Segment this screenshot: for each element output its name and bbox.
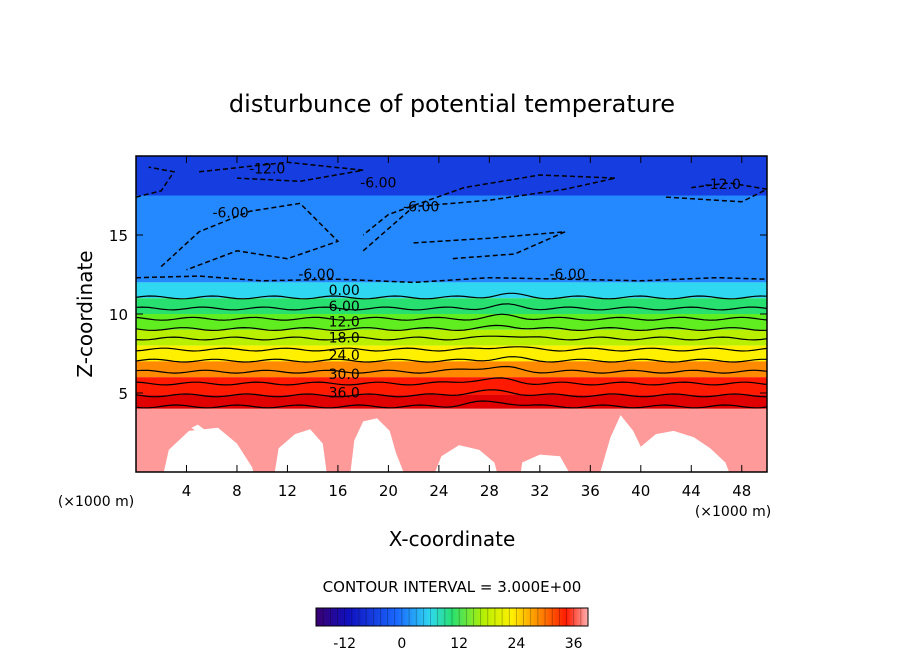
contour-line bbox=[136, 365, 767, 374]
x-tick-label: 40 bbox=[631, 482, 650, 500]
contour-line-negative bbox=[136, 275, 767, 284]
x-axis-label: X-coordinate bbox=[389, 527, 516, 551]
contour-line bbox=[136, 324, 767, 332]
field-band bbox=[136, 298, 767, 314]
x-tick-label: 44 bbox=[682, 482, 701, 500]
x-tick-label: 16 bbox=[328, 482, 347, 500]
y-axis-ticks: 5 10 15 bbox=[109, 227, 767, 403]
x-tick-label: 8 bbox=[232, 482, 242, 500]
contour-line-negative bbox=[362, 174, 616, 252]
x-tick-label: 24 bbox=[429, 482, 448, 500]
y-tick-label: 10 bbox=[109, 306, 128, 324]
contour-label: 6.00 bbox=[329, 299, 360, 315]
contour-line bbox=[136, 377, 767, 386]
contour-line-negative bbox=[413, 231, 566, 260]
contour-label: -12.0 bbox=[705, 177, 741, 193]
blank-region bbox=[600, 415, 730, 472]
y-tick-label: 5 bbox=[118, 385, 128, 403]
blank-region bbox=[163, 427, 254, 472]
x-tick-label: 32 bbox=[530, 482, 549, 500]
contour-line-negative bbox=[160, 202, 340, 271]
colorbar bbox=[315, 607, 589, 627]
x-tick-label: 36 bbox=[581, 482, 600, 500]
x-axis-units-right: (×1000 m) bbox=[695, 504, 771, 520]
contour-labels: -12.0-12.0-6.00-6.00-6.00-6.00 -6.000.006… bbox=[212, 161, 740, 401]
contour-line-negative bbox=[199, 161, 364, 183]
contour-line bbox=[136, 346, 767, 352]
contour-line bbox=[136, 303, 767, 311]
colorbar-tick-label: 0 bbox=[397, 636, 406, 652]
x-tick-label: 4 bbox=[182, 482, 192, 500]
contour-line bbox=[136, 356, 767, 363]
contour-label: 12.0 bbox=[329, 315, 360, 331]
blank-region bbox=[520, 454, 569, 472]
blank-region bbox=[274, 429, 327, 472]
y-axis-label: Z-coordinate bbox=[73, 250, 97, 377]
contour-line-negative bbox=[136, 166, 176, 198]
contour-label: -12.0 bbox=[249, 161, 285, 177]
contour-label: -6.00 bbox=[360, 176, 396, 192]
x-tick-label: 12 bbox=[278, 482, 297, 500]
contour-label: 36.0 bbox=[329, 386, 360, 402]
contour-line bbox=[136, 400, 767, 409]
blank-region bbox=[350, 418, 404, 472]
x-tick-label: 48 bbox=[732, 482, 751, 500]
contour-label: -6.00 bbox=[212, 206, 248, 222]
field-band bbox=[136, 156, 767, 196]
x-tick-label: 28 bbox=[480, 482, 499, 500]
colorbar-tick-label: 24 bbox=[508, 636, 526, 652]
contour-lines bbox=[136, 161, 767, 409]
x-axis-units-left: (×1000 m) bbox=[58, 494, 134, 510]
contour-line bbox=[136, 389, 767, 398]
blank-region bbox=[191, 424, 205, 433]
contour-label: -6.00 bbox=[549, 267, 585, 283]
chart-title: disturbunce of potential temperature bbox=[229, 90, 675, 118]
field-band bbox=[136, 282, 767, 299]
x-tick-label: 20 bbox=[379, 482, 398, 500]
y-tick-label: 15 bbox=[109, 227, 128, 245]
contour-interval-text: CONTOUR INTERVAL = 3.000E+00 bbox=[323, 578, 582, 596]
field-band bbox=[136, 329, 767, 346]
field-band bbox=[136, 377, 767, 395]
contour-label: 0.00 bbox=[329, 283, 360, 299]
contour-line bbox=[136, 335, 767, 341]
contour-label: -6.00 bbox=[298, 267, 334, 283]
colorbar-tick-label: 12 bbox=[450, 636, 468, 652]
blank-region bbox=[435, 445, 497, 472]
x-axis-ticks: 4 8 12 16 20 24 28 32 36 40 44 48 bbox=[182, 156, 751, 500]
contour-label: -6.00 bbox=[403, 199, 439, 215]
contour-label: 30.0 bbox=[329, 367, 360, 383]
blank-regions bbox=[163, 415, 730, 472]
field-band bbox=[136, 195, 767, 283]
contour-line-negative bbox=[665, 182, 767, 203]
contour-label: 18.0 bbox=[329, 330, 360, 346]
colorbar-ticks: -12 0 12 24 36 bbox=[315, 608, 589, 652]
contour-line bbox=[136, 292, 767, 300]
contour-line bbox=[136, 313, 767, 321]
colorbar-tick-label: -12 bbox=[333, 636, 356, 652]
colorbar-tick-label: 36 bbox=[565, 636, 583, 652]
contour-label: 24.0 bbox=[329, 348, 360, 364]
